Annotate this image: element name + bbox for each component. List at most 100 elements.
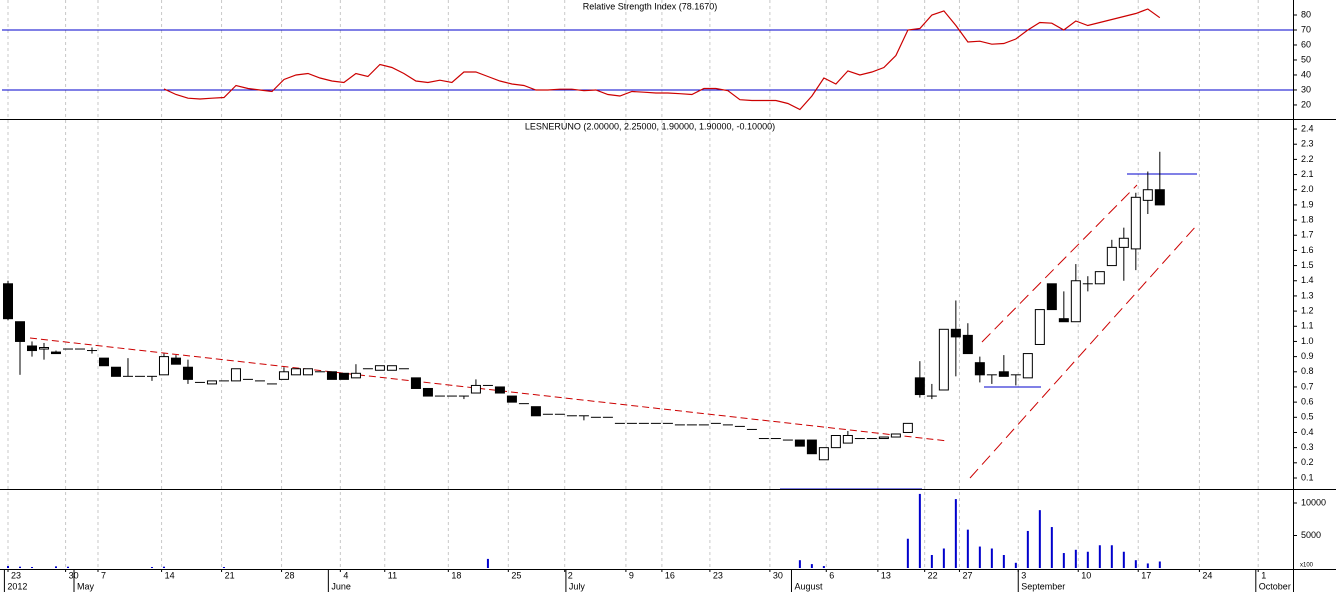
y-tick-label: 1.0 [1301, 336, 1314, 346]
candle-body [2, 283, 13, 320]
volume-bar [930, 555, 933, 568]
x-tick-label: 9 [629, 570, 634, 580]
x-tick-label: 25 [511, 570, 521, 580]
x-tick-label: 2 [568, 570, 573, 580]
volume-bar [1050, 527, 1053, 568]
volume-bar [1086, 551, 1089, 568]
candle-body [794, 439, 805, 447]
candle-body [530, 406, 541, 417]
volume-bar [1002, 555, 1005, 568]
volume-bar [1134, 560, 1137, 568]
y-tick-label: 2.4 [1301, 123, 1314, 133]
y-tick-label: 1.6 [1301, 245, 1314, 255]
y-tick-label: 0.5 [1301, 412, 1314, 422]
candle-body [890, 433, 901, 438]
volume-bar [6, 566, 9, 568]
volume-bar [54, 566, 57, 568]
volume-bar [222, 567, 225, 568]
y-tick-label: 1.2 [1301, 305, 1314, 315]
trend-lines [29, 173, 1198, 490]
channel-line [981, 184, 1138, 343]
candle-body [182, 366, 193, 380]
month-label: September [1021, 581, 1065, 591]
volume-bar [1122, 551, 1125, 568]
volume-bar [1098, 545, 1101, 568]
y-tick-label: 0.9 [1301, 351, 1314, 361]
candle-body [830, 435, 841, 449]
x-tick-label: 3 [1021, 570, 1026, 580]
candle-body [386, 365, 397, 371]
volume-bar [150, 567, 153, 568]
candle-body [410, 377, 421, 389]
candle-body [494, 386, 505, 394]
candle-body [1130, 196, 1141, 250]
y-tick-label: 0.6 [1301, 397, 1314, 407]
candle-body [158, 356, 169, 376]
candle-body [422, 387, 433, 397]
volume-bar [1074, 549, 1077, 568]
volume-bar [906, 538, 909, 568]
x-tick-label: 18 [451, 570, 461, 580]
candle-body [38, 347, 49, 350]
y-tick-label: 0.4 [1301, 427, 1314, 437]
candle-body [110, 366, 121, 377]
volume-bar [1110, 545, 1113, 568]
x-tick-label: 11 [388, 570, 397, 580]
volume-bar [1038, 510, 1041, 568]
candle-body [1046, 283, 1057, 311]
candle-body [1058, 318, 1069, 323]
x-tick-label: 7 [101, 570, 106, 580]
volume-bar [942, 548, 945, 568]
candle-body [914, 377, 925, 396]
candle-body [962, 334, 973, 355]
y-tick-label: 1.7 [1301, 230, 1314, 240]
month-label: July [569, 581, 586, 591]
y-tick-label: 2.2 [1301, 154, 1314, 164]
volume-bar [1026, 530, 1029, 568]
x-tick-label: 16 [665, 570, 675, 580]
y-tick-label: 50 [1301, 54, 1311, 64]
candle-body [998, 371, 1009, 377]
candle-body [290, 368, 301, 376]
volume-bar [1146, 563, 1149, 568]
x-tick-label: 23 [713, 570, 723, 580]
candle-body [50, 351, 61, 355]
grid-layer [7, 0, 1259, 568]
trend-line [29, 337, 949, 442]
volume-bar [822, 566, 825, 568]
y-tick-label: 0.7 [1301, 381, 1314, 391]
rsi-line [163, 8, 1161, 111]
candle-body [470, 384, 481, 394]
candle-body [1070, 280, 1081, 323]
x-tick-label: 24 [1202, 570, 1212, 580]
y-tick-label: 2.3 [1301, 139, 1314, 149]
candle-body [1106, 246, 1117, 267]
y-tick-label: 2.1 [1301, 169, 1314, 179]
volume-bar [918, 493, 921, 568]
candle-body [230, 368, 241, 382]
volume-bar [966, 529, 969, 568]
y-tick-label: 30 [1301, 84, 1311, 94]
y-tick-label: 0.8 [1301, 366, 1314, 376]
x-tick-label: 4 [343, 570, 348, 580]
candle-body [1022, 353, 1033, 379]
candle-body [1034, 309, 1045, 345]
x-tick-label: 30 [773, 570, 783, 580]
candle-body [278, 371, 289, 380]
x-tick-label: 22 [928, 570, 938, 580]
volume-bar [18, 566, 21, 568]
candle-body [1118, 237, 1129, 248]
volume-unit: x100 [1300, 563, 1314, 569]
y-tick-label: 0.2 [1301, 457, 1314, 467]
price-title: LESNERUNO (2.00000, 2.25000, 1.90000, 1.… [525, 121, 775, 131]
y-tick-label: 5000 [1301, 530, 1321, 540]
y-tick-label: 0.3 [1301, 442, 1314, 452]
candle-body [374, 365, 385, 371]
rsi-title: Relative Strength Index (78.1670) [583, 1, 718, 11]
candle-body [1154, 189, 1165, 206]
y-tick-label: 70 [1301, 24, 1311, 34]
candle-body [506, 395, 517, 403]
x-tick-label: 10 [1081, 570, 1091, 580]
x-tick-label: 13 [881, 570, 891, 580]
